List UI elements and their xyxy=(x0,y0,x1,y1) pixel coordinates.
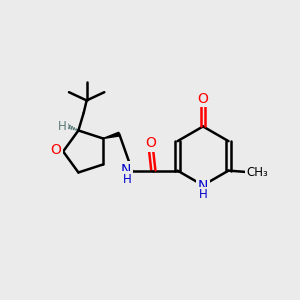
Text: H: H xyxy=(58,120,66,133)
Polygon shape xyxy=(103,132,120,139)
Text: N: N xyxy=(121,163,131,177)
Text: N: N xyxy=(198,179,208,193)
Text: H: H xyxy=(199,188,207,201)
Text: H: H xyxy=(122,173,131,186)
Text: O: O xyxy=(198,92,208,106)
Text: O: O xyxy=(50,143,61,157)
Text: CH₃: CH₃ xyxy=(246,166,268,178)
Text: O: O xyxy=(146,136,156,150)
